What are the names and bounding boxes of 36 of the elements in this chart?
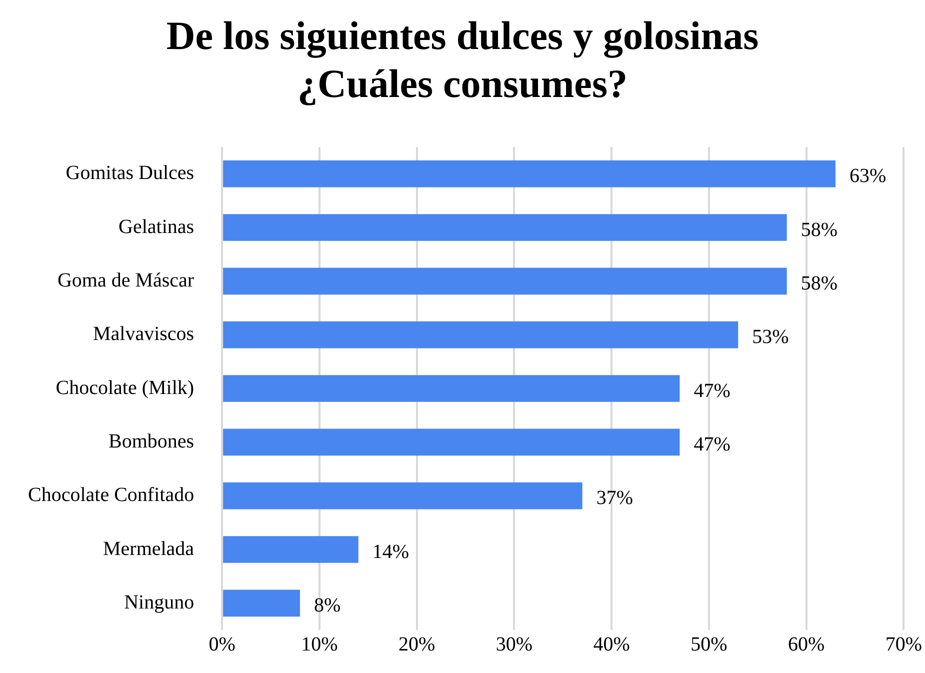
data-label: 63%: [850, 165, 886, 188]
data-label: 8%: [314, 594, 341, 616]
bar: [223, 321, 738, 348]
x-tick-label: 10%: [301, 633, 338, 656]
y-tick-label: Gelatinas: [118, 216, 194, 238]
x-tick-label: 70%: [885, 633, 922, 656]
bar: [223, 428, 680, 456]
bar: [223, 268, 787, 295]
y-tick-label: Malvaviscos: [92, 323, 194, 346]
data-label: 58%: [800, 218, 838, 241]
x-tick-label: 40%: [593, 633, 630, 656]
y-tick-label: Chocolate Confitado: [28, 484, 194, 506]
x-tick-label: 30%: [496, 633, 533, 656]
bar: [223, 536, 358, 563]
bar: [223, 214, 787, 241]
bar: [223, 482, 582, 510]
data-label: 53%: [752, 326, 789, 348]
data-label: 37%: [596, 487, 634, 510]
bar: [223, 375, 680, 402]
data-label: 47%: [694, 433, 730, 456]
x-tick-label: 0%: [208, 633, 236, 656]
bar: [223, 590, 300, 617]
x-tick-label: 20%: [398, 633, 436, 656]
chart-title: De los siguientes dulces y golosinas ¿Cuáles consumes?: [165, 12, 760, 108]
data-label: 58%: [800, 272, 838, 294]
y-tick-label: Ninguno: [124, 591, 194, 614]
x-tick-label: 60%: [788, 633, 825, 656]
data-label: 14%: [372, 540, 410, 563]
y-tick-label: Bombones: [108, 430, 194, 452]
x-tick-label: 50%: [690, 633, 728, 656]
data-label: 47%: [694, 380, 730, 402]
y-tick-label: Goma de Máscar: [57, 269, 194, 292]
bar: [223, 160, 836, 188]
y-tick-label: Mermelada: [102, 538, 194, 560]
y-tick-label: Gomitas Dulces: [66, 162, 194, 184]
y-tick-label: Chocolate (Milk): [56, 376, 194, 399]
